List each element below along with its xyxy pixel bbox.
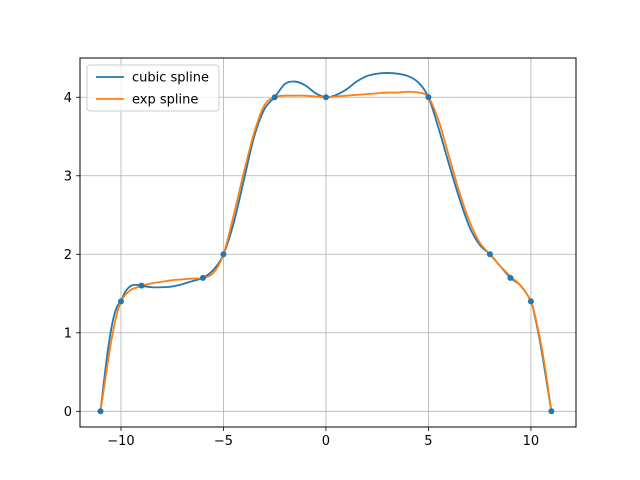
plot-frame <box>79 57 577 428</box>
knot-point <box>486 251 493 258</box>
knot-point <box>97 408 104 415</box>
knot-point <box>117 298 124 305</box>
knot-point <box>425 94 432 101</box>
knot-point <box>322 94 329 101</box>
x-tick-label: −10 <box>107 434 134 449</box>
legend-label: exp spline <box>132 93 198 108</box>
knot-point <box>138 282 145 289</box>
knot-point <box>548 408 555 415</box>
x-tick-label: −5 <box>214 434 233 449</box>
knot-point <box>507 274 514 281</box>
knot-markers <box>97 94 555 415</box>
y-tick-label: 0 <box>64 405 72 420</box>
x-tick-label: 0 <box>322 434 330 449</box>
y-tick-label: 3 <box>64 169 72 184</box>
legend-label: cubic spline <box>132 71 209 86</box>
axis-ticks: −10 −5 0 5 10 0 1 2 3 4 <box>64 91 539 449</box>
y-tick-label: 4 <box>64 91 72 106</box>
y-tick-label: 2 <box>64 248 72 263</box>
knot-point <box>271 94 278 101</box>
legend: cubic spline exp spline <box>86 64 220 112</box>
x-tick-label: 10 <box>523 434 540 449</box>
x-tick-label: 5 <box>424 434 432 449</box>
knot-point <box>220 251 227 258</box>
knot-point <box>199 274 206 281</box>
knot-point <box>527 298 534 305</box>
y-tick-label: 1 <box>64 326 72 341</box>
